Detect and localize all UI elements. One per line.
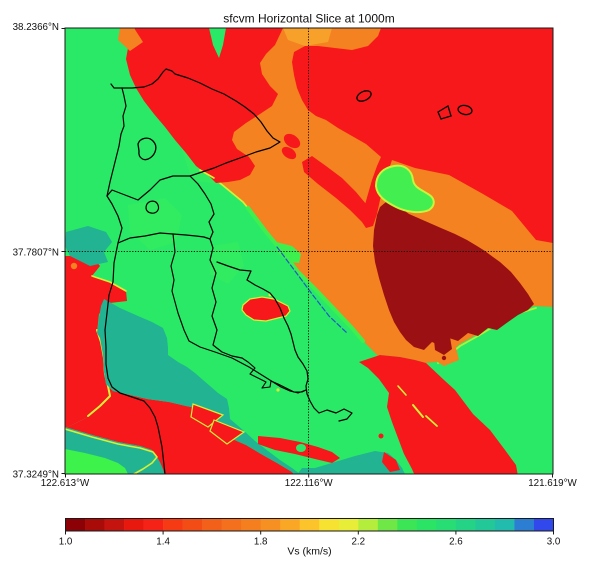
- svg-text:1.8: 1.8: [254, 537, 268, 548]
- svg-text:3.0: 3.0: [547, 537, 561, 548]
- svg-text:2.2: 2.2: [351, 537, 365, 548]
- svg-text:2.6: 2.6: [449, 537, 463, 548]
- svg-text:121.619°W: 121.619°W: [528, 478, 577, 489]
- svg-text:37.3249°N: 37.3249°N: [13, 470, 59, 481]
- svg-text:38.2366°N: 38.2366°N: [13, 22, 59, 33]
- svg-text:1.4: 1.4: [156, 537, 170, 548]
- svg-text:sfcvm Horizontal Slice at 1000: sfcvm Horizontal Slice at 1000m: [223, 12, 394, 26]
- svg-text:122.613°W: 122.613°W: [41, 478, 90, 489]
- svg-text:37.7807°N: 37.7807°N: [13, 248, 59, 259]
- svg-text:Vs (km/s): Vs (km/s): [287, 546, 331, 558]
- svg-text:1.0: 1.0: [59, 537, 73, 548]
- svg-text:122.116°W: 122.116°W: [285, 478, 334, 489]
